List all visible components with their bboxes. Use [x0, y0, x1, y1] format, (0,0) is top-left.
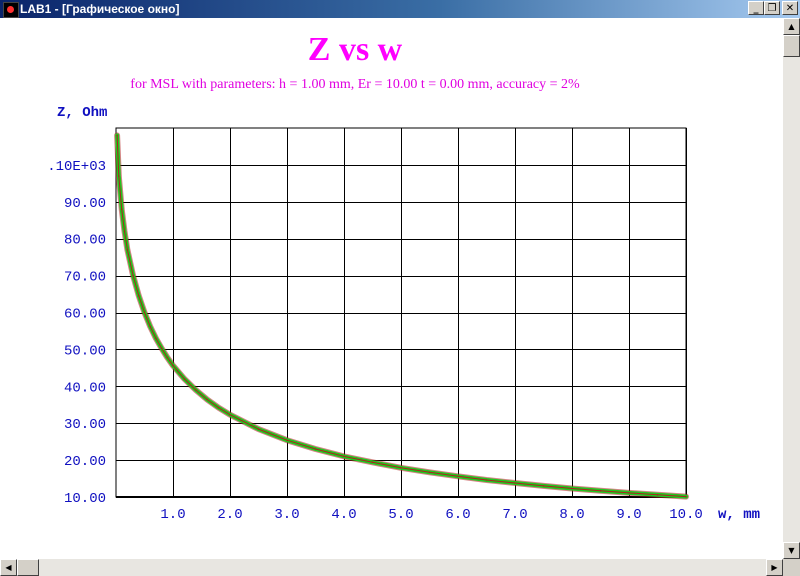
series-point [166, 356, 169, 359]
y-tick-label: 10.00 [64, 491, 106, 507]
vertical-scroll-thumb[interactable] [783, 35, 800, 57]
series-point [343, 455, 345, 458]
series-point [286, 439, 288, 442]
series-point [257, 428, 260, 430]
chart-title: Z vs w [307, 31, 403, 68]
y-tick-label: 40.00 [64, 380, 106, 396]
close-button[interactable]: ✕ [782, 1, 798, 15]
x-axis-label: w, mm [718, 507, 760, 523]
x-tick-label: 10.0 [669, 507, 703, 523]
series-point [229, 413, 231, 416]
x-tick-label: 6.0 [445, 507, 470, 523]
y-tick-label: 90.00 [64, 196, 106, 212]
x-tick-labels: 1.0 2.0 3.0 4.0 5.0 6.0 7.0 8.0 9.0 10.0 [160, 507, 702, 523]
series-point [172, 364, 174, 367]
series-point [428, 471, 431, 474]
series-point [120, 208, 123, 210]
x-tick-label: 8.0 [559, 507, 584, 523]
series-point [183, 378, 186, 380]
series-point [149, 325, 151, 328]
window-title-bar[interactable]: LAB1 - [Графическое окно] _ ❐ ✕ [0, 0, 800, 18]
series-point [123, 230, 126, 233]
series-point [126, 249, 129, 251]
series-point [206, 398, 208, 401]
series-line [114, 132, 689, 500]
grid-lines [115, 127, 687, 498]
x-tick-label: 7.0 [502, 507, 527, 523]
series-point [485, 479, 488, 481]
scroll-left-button[interactable]: ◀ [0, 559, 17, 576]
y-tick-label: 80.00 [64, 233, 106, 249]
restore-button[interactable]: ❐ [764, 1, 780, 15]
x-tick-label: 2.0 [217, 507, 242, 523]
series-point [195, 389, 197, 391]
x-tick-label: 4.0 [331, 507, 356, 523]
series-point [542, 485, 545, 487]
vertical-scrollbar[interactable]: ▲ ▼ [783, 18, 800, 559]
series-line-core [116, 135, 687, 498]
app-icon[interactable] [3, 2, 19, 18]
series-point [571, 487, 573, 490]
y-axis-label: Z, Ohm [57, 105, 108, 121]
y-tick-labels: 10.00 20.00 30.00 40.00 50.00 60.00 70.00 80.00… [47, 159, 106, 507]
x-tick-label: 9.0 [616, 507, 641, 523]
series-point [599, 489, 602, 492]
series-point [118, 175, 120, 177]
series-point [217, 406, 220, 409]
series-point [143, 311, 146, 314]
series-point [685, 495, 687, 498]
minimize-button[interactable]: _ [748, 1, 764, 15]
y-tick-label: 60.00 [64, 307, 106, 323]
scroll-corner [783, 559, 800, 576]
y-tick-label: 70.00 [64, 270, 106, 286]
horizontal-scrollbar[interactable]: ◀ ▶ [0, 559, 783, 576]
horizontal-scroll-thumb[interactable] [17, 559, 39, 576]
series-point [314, 448, 317, 450]
window-title: LAB1 - [Графическое окно] [20, 2, 180, 16]
scroll-down-button[interactable]: ▼ [783, 542, 800, 559]
y-tick-label: 50.00 [64, 343, 106, 359]
y-tick-label: 20.00 [64, 454, 106, 470]
series-point [138, 295, 140, 297]
x-tick-label: 5.0 [388, 507, 413, 523]
series-point [514, 482, 516, 484]
series-point [400, 467, 402, 469]
y-tick-label: .10E+03 [47, 159, 106, 175]
series-point [155, 337, 157, 340]
scroll-right-button[interactable]: ▶ [766, 559, 783, 576]
series-point [656, 494, 659, 496]
series-point [116, 134, 118, 137]
series-point [457, 475, 459, 478]
x-tick-label: 3.0 [274, 507, 299, 523]
x-tick-label: 1.0 [160, 507, 185, 523]
series-point [132, 274, 134, 277]
series-point [371, 461, 374, 464]
scroll-up-button[interactable]: ▲ [783, 18, 800, 35]
plot-area: 10.00 20.00 30.00 40.00 50.00 60.00 70.00 80.00… [47, 127, 760, 523]
series-point [628, 492, 630, 494]
series-point [160, 347, 163, 350]
y-tick-label: 30.00 [64, 417, 106, 433]
chart-subtitle: for MSL with parameters: h = 1.00 mm, Er… [130, 77, 580, 92]
